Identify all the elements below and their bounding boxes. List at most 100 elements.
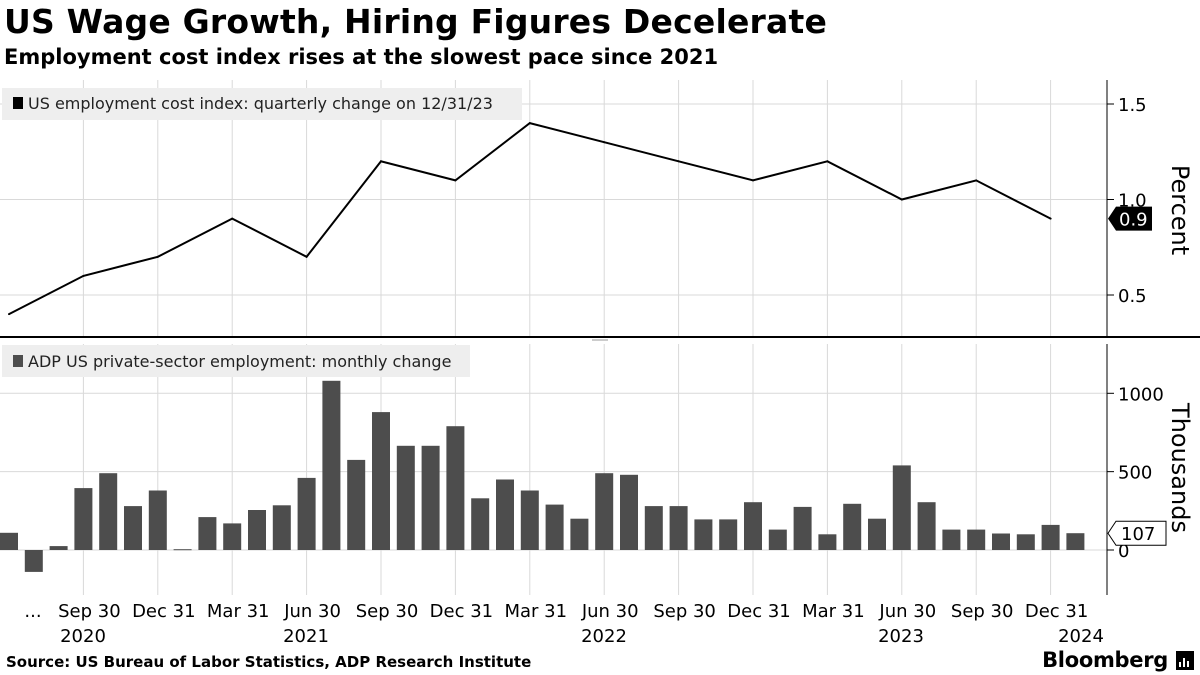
legend-background [2, 88, 522, 120]
y-tick-label: 1.0 [1118, 191, 1147, 212]
bar [471, 498, 490, 550]
x-year-label: 2024 [1058, 626, 1104, 647]
bar [892, 465, 911, 550]
line-point [677, 160, 680, 163]
bar [620, 474, 638, 550]
line-point [231, 217, 234, 220]
bar [272, 505, 291, 550]
bar [446, 426, 465, 550]
bar [545, 504, 564, 550]
bar [223, 523, 242, 550]
y-tick-label: 0.5 [1118, 286, 1147, 307]
bar [198, 517, 217, 550]
y-axis-title: Thousands [1166, 402, 1194, 533]
bar [173, 549, 192, 551]
x-tick-label: Sep 30 [356, 601, 419, 622]
bar [49, 546, 68, 550]
y-tick-label: 0 [1118, 541, 1129, 562]
x-tick-label: Dec 31 [132, 601, 195, 622]
last-value-tag [1107, 520, 1167, 546]
bar [669, 506, 688, 550]
bar [768, 529, 787, 550]
line-point [8, 313, 10, 316]
x-year-label: 2022 [581, 626, 627, 647]
line-point [454, 179, 457, 182]
bar [967, 529, 986, 550]
x-year-label: 2023 [878, 626, 924, 647]
y-axis-title: Percent [1166, 165, 1194, 255]
x-tick-label: Dec 31 [1025, 601, 1088, 622]
legend-swatch [13, 355, 23, 367]
x-tick-label: Sep 30 [951, 601, 1014, 622]
bar [595, 473, 614, 550]
bar [843, 503, 862, 550]
x-tick-label: Jun 30 [878, 601, 936, 622]
x-tick-label: Dec 31 [727, 601, 790, 622]
bar [496, 479, 514, 550]
source-note: Source: US Bureau of Labor Statistics, A… [6, 653, 532, 671]
last-value-label: 107 [1121, 524, 1155, 545]
x-tick-label: Mar 31 [505, 601, 568, 622]
bar [694, 519, 713, 550]
bar [992, 533, 1010, 550]
bar [99, 473, 118, 550]
bar [942, 529, 961, 550]
bar [396, 445, 415, 550]
bar [297, 477, 316, 550]
line-point [380, 160, 382, 163]
x-tick-label: ... [24, 601, 41, 622]
bar [818, 534, 837, 550]
line-point [528, 122, 531, 125]
bar [74, 488, 93, 550]
bar [347, 459, 366, 550]
x-tick-label: Dec 31 [430, 601, 493, 622]
chart-subtitle: Employment cost index rises at the slowe… [4, 45, 719, 69]
bar [868, 518, 886, 550]
line-point [1049, 217, 1052, 220]
bar [148, 490, 167, 550]
bar [372, 412, 390, 550]
line-point [826, 160, 829, 163]
bar [421, 445, 440, 550]
y-tick-label: 1.5 [1118, 95, 1147, 116]
line-point [82, 274, 85, 277]
line-point [603, 141, 606, 144]
line-point [156, 255, 159, 258]
x-tick-label: Sep 30 [58, 601, 121, 622]
last-value-tag [1108, 206, 1152, 231]
bar [719, 519, 738, 550]
chart-title: US Wage Growth, Hiring Figures Decelerat… [4, 2, 828, 41]
x-tick-label: Jun 30 [581, 601, 639, 622]
x-year-label: 2021 [283, 626, 329, 647]
line-point [752, 179, 754, 182]
bar [570, 518, 589, 550]
bar [124, 506, 142, 550]
last-value-label: 0.9 [1119, 210, 1148, 231]
legend-label: US employment cost index: quarterly chan… [28, 94, 493, 113]
bar [248, 510, 266, 550]
y-tick-label: 500 [1118, 463, 1152, 484]
bar [0, 532, 18, 550]
y-tick-label: 1000 [1118, 384, 1164, 405]
bar [793, 506, 812, 550]
bar [917, 502, 936, 550]
chart-canvas: 0.5 1.0 1.5 US employment cost index: quart… [0, 80, 1200, 647]
brand-logo-text: Bloomberg [1042, 648, 1168, 672]
line-point [900, 198, 903, 201]
bar [1016, 534, 1035, 550]
bar [1041, 524, 1060, 550]
bar [520, 490, 539, 550]
x-year-label: 2020 [60, 626, 106, 647]
legend-swatch [13, 97, 23, 109]
x-tick-label: Mar 31 [802, 601, 865, 622]
x-tick-label: Mar 31 [207, 601, 270, 622]
bar [24, 550, 43, 572]
legend-label: ADP US private-sector employment: monthl… [28, 352, 451, 371]
bar [1066, 533, 1085, 550]
line-point [975, 179, 978, 182]
x-tick-label: Sep 30 [653, 601, 716, 622]
bar [744, 502, 762, 550]
bar [644, 506, 663, 550]
x-tick-label: Jun 30 [283, 601, 341, 622]
line-point [305, 255, 308, 258]
